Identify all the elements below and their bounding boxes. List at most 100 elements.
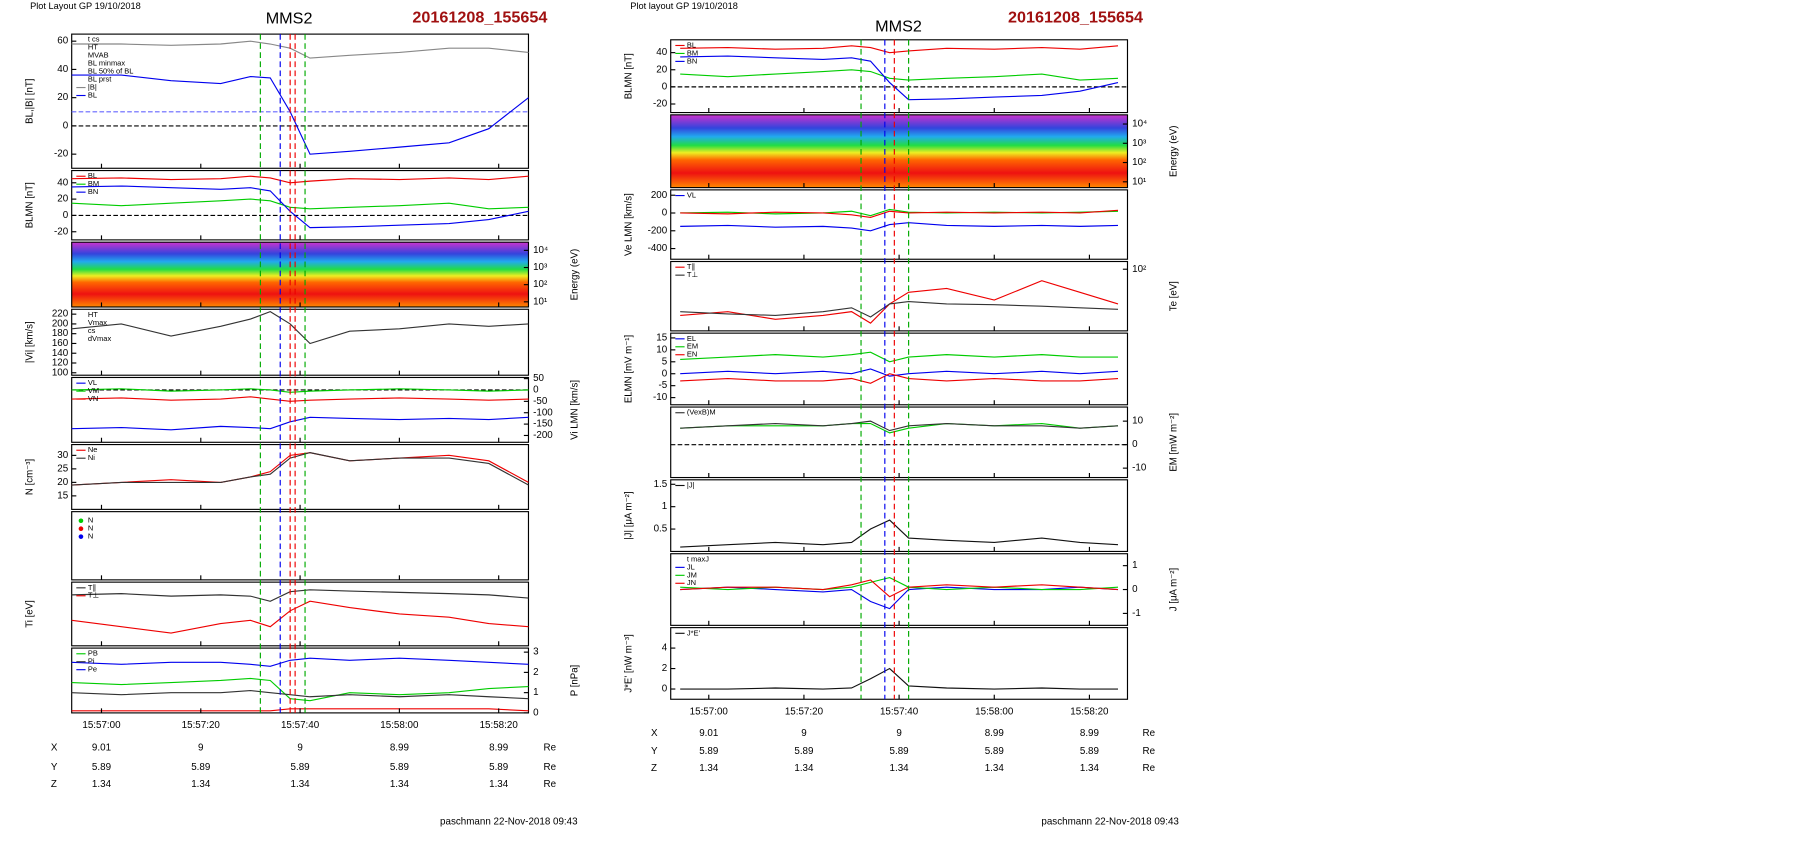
position-cell: X — [51, 743, 58, 754]
panel-frame — [71, 511, 530, 581]
legend-label: BL prst — [88, 75, 112, 84]
position-cell: Re — [544, 779, 557, 790]
series-line — [680, 519, 1119, 548]
y-tick-label: 0 — [63, 121, 69, 132]
x-tick-label: 15:57:40 — [880, 706, 919, 717]
position-cell: 1.34 — [890, 763, 910, 774]
legend-label: BL — [88, 171, 97, 180]
series-line — [680, 55, 1119, 101]
series-line — [680, 373, 1119, 384]
y-axis-label: Vi LMN [km/s] — [569, 380, 580, 440]
chart-title: MMS2 — [266, 10, 313, 28]
y-tick-label: -50 — [533, 396, 548, 407]
legend-label: MVAB — [88, 51, 109, 60]
series-line — [71, 600, 529, 634]
y-axis-label: Ti [eV] — [25, 600, 36, 628]
position-cell: 1.34 — [985, 763, 1005, 774]
x-tick-label: 15:57:40 — [281, 720, 320, 731]
legend-label: EM — [687, 342, 698, 351]
series-line — [680, 579, 1119, 598]
position-cell: 9 — [198, 743, 203, 754]
series-line — [680, 351, 1119, 363]
legend-label: EN — [687, 350, 697, 359]
position-cell: 1.34 — [794, 763, 814, 774]
y-tick-label: 0 — [1132, 584, 1138, 595]
legend-label: BM — [88, 179, 99, 188]
y-tick-label: 5 — [662, 356, 667, 367]
y-tick-label: 10³ — [533, 262, 548, 273]
y-axis-label: N [cm⁻³] — [25, 459, 36, 495]
y-tick-label: -20 — [653, 99, 668, 110]
y-tick-label: 10⁴ — [1132, 119, 1147, 130]
position-cell: 5.89 — [1080, 746, 1099, 757]
y-axis-label: Energy (eV) — [569, 249, 580, 300]
series-line — [71, 185, 529, 229]
legend-label: BL 50% of BL — [88, 67, 134, 76]
series-line — [71, 311, 529, 345]
position-cell: Z — [51, 779, 57, 790]
position-cell: 9 — [297, 743, 302, 754]
y-axis-label: BLMN [nT] — [25, 182, 36, 228]
position-cell: 5.89 — [489, 762, 508, 773]
legend-label: cs — [88, 326, 96, 335]
y-tick-label: -200 — [533, 430, 553, 441]
chart-title: MMS2 — [875, 18, 922, 36]
legend-label: t cs — [88, 35, 100, 44]
legend-label: JN — [687, 578, 696, 587]
y-tick-label: 0 — [1132, 439, 1138, 450]
y-tick-label: 120 — [52, 358, 69, 369]
legend-label: Ne — [88, 445, 98, 454]
position-cell: Y — [51, 762, 58, 773]
y-tick-label: 3 — [533, 647, 538, 658]
y-axis-label: J*E' [nW m⁻³] — [624, 634, 635, 693]
position-cell: 9 — [801, 728, 806, 739]
series-line — [680, 69, 1119, 81]
y-tick-label: 0.5 — [654, 524, 668, 535]
plot-area: Plot Layout GP 19/10/2018 MMS2 20161208_15… — [25, 1, 1180, 827]
panel-frame — [670, 479, 1129, 553]
legend-marker — [78, 534, 84, 539]
legend-label: Pe — [88, 665, 97, 674]
series-line — [71, 677, 529, 702]
series-line — [680, 586, 1119, 610]
series-line — [680, 222, 1119, 232]
y-tick-label: 2 — [533, 667, 538, 678]
y-tick-label: 10 — [1132, 416, 1144, 427]
legend-label: JL — [687, 562, 695, 571]
legend-label: JM — [687, 570, 697, 579]
position-cell: 8.99 — [985, 728, 1004, 739]
header: Plot Layout GP 19/10/2018 — [30, 1, 141, 11]
y-axis-label: EM [mW m⁻²] — [1168, 413, 1179, 472]
position-cell: 1.34 — [291, 779, 311, 790]
position-cell: Y — [651, 746, 658, 757]
legend-label: EL — [687, 334, 696, 343]
y-tick-label: -5 — [659, 380, 668, 391]
y-tick-label: 1 — [533, 687, 538, 698]
y-tick-label: 0 — [662, 368, 668, 379]
header: Plot layout GP 19/10/2018 — [630, 1, 738, 11]
y-tick-label: 40 — [57, 64, 69, 75]
position-cell: X — [651, 728, 658, 739]
x-tick-label: 15:58:00 — [380, 720, 419, 731]
legend-marker — [78, 526, 84, 531]
y-tick-label: 40 — [656, 47, 668, 58]
y-tick-label: 200 — [651, 190, 668, 201]
legend-label: VL — [687, 191, 696, 200]
panel-frame — [670, 189, 1129, 260]
series-line — [680, 422, 1119, 434]
x-tick-label: 15:57:00 — [690, 706, 729, 717]
y-tick-label: 180 — [52, 328, 69, 339]
legend-label: BN — [687, 56, 697, 65]
panel-frame — [670, 332, 1129, 406]
legend-label: J*E' — [687, 628, 701, 637]
spectrogram — [670, 114, 1128, 188]
legend-label: HT — [88, 310, 98, 319]
legend-label: N — [88, 524, 93, 533]
position-cell: Re — [544, 762, 557, 773]
y-tick-label: 0 — [533, 385, 539, 396]
y-tick-label: 200 — [52, 319, 69, 330]
legend-label: T⊥ — [88, 591, 99, 600]
y-tick-label: 10² — [1132, 157, 1147, 168]
panel-frame — [71, 376, 530, 443]
